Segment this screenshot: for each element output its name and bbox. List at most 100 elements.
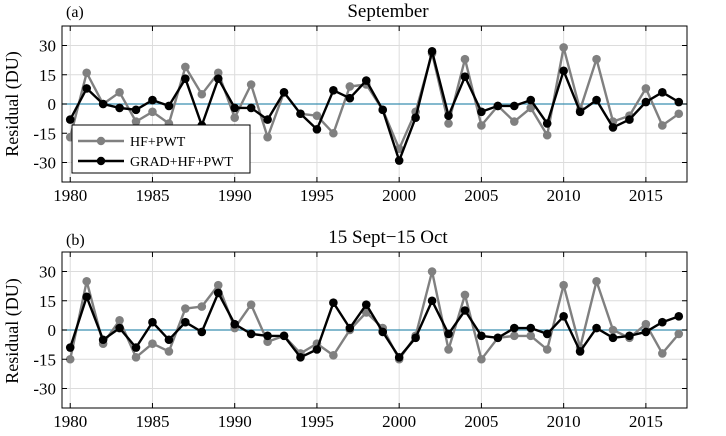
- data-point-hf-pwt: [197, 89, 207, 99]
- x-tick-label: 1985: [135, 186, 169, 205]
- data-point-grad-hf-pwt: [658, 317, 667, 327]
- data-point-grad-hf-pwt: [181, 317, 190, 327]
- data-point-grad-hf-pwt: [82, 292, 91, 302]
- data-point-hf-pwt: [312, 111, 322, 120]
- legend-marker-grad-hf-pwt: [96, 156, 106, 166]
- data-point-grad-hf-pwt: [411, 113, 420, 122]
- data-point-hf-pwt: [526, 103, 536, 113]
- x-tick-label: 1995: [300, 412, 334, 431]
- data-point-grad-hf-pwt: [427, 296, 437, 306]
- data-point-hf-pwt: [230, 113, 239, 122]
- data-point-grad-hf-pwt: [641, 327, 651, 337]
- series-grad-hf-pwt: [65, 288, 684, 362]
- data-point-grad-hf-pwt: [608, 333, 618, 343]
- data-point-grad-hf-pwt: [542, 329, 552, 339]
- series-hf-pwt: [65, 267, 684, 364]
- data-point-hf-pwt: [674, 109, 684, 119]
- data-point-grad-hf-pwt: [460, 306, 470, 315]
- data-point-hf-pwt: [164, 347, 174, 356]
- data-point-hf-pwt: [329, 351, 338, 360]
- data-point-grad-hf-pwt: [510, 101, 519, 111]
- y-tick-label: -15: [33, 350, 56, 369]
- data-point-hf-pwt: [510, 117, 519, 126]
- data-point-grad-hf-pwt: [164, 335, 174, 345]
- data-point-grad-hf-pwt: [246, 103, 256, 113]
- data-point-grad-hf-pwt: [542, 119, 552, 128]
- data-point-grad-hf-pwt: [674, 97, 684, 107]
- data-point-hf-pwt: [477, 121, 486, 130]
- data-point-hf-pwt: [213, 280, 223, 290]
- data-point-grad-hf-pwt: [575, 347, 585, 356]
- data-point-hf-pwt: [263, 132, 272, 142]
- legend-label-hf-pwt: HF+PWT: [130, 135, 186, 150]
- x-tick-label: 2015: [629, 412, 663, 431]
- data-point-hf-pwt: [148, 107, 157, 117]
- panel-a-ticks: 1980 1985 1990 1995 2000 2005 2010 2015 30 15 0 -15…: [33, 26, 687, 205]
- data-point-grad-hf-pwt: [378, 105, 388, 115]
- data-point-grad-hf-pwt: [131, 343, 141, 352]
- panel-a-label: (a): [66, 4, 84, 21]
- x-tick-label: 1990: [218, 186, 252, 205]
- panel-b-y-axis-label: Residual (DU): [2, 278, 23, 383]
- data-point-grad-hf-pwt: [131, 105, 141, 115]
- data-point-hf-pwt: [641, 84, 651, 93]
- data-point-hf-pwt: [181, 62, 190, 72]
- data-point-grad-hf-pwt: [394, 353, 404, 362]
- data-point-grad-hf-pwt: [115, 103, 124, 113]
- data-point-grad-hf-pwt: [82, 84, 91, 93]
- data-point-grad-hf-pwt: [115, 323, 124, 333]
- data-point-hf-pwt: [148, 339, 157, 348]
- data-point-grad-hf-pwt: [493, 101, 503, 111]
- data-point-hf-pwt: [329, 128, 338, 138]
- data-point-hf-pwt: [131, 117, 141, 126]
- data-point-grad-hf-pwt: [641, 97, 651, 107]
- y-tick-label: 15: [39, 66, 56, 85]
- data-point-grad-hf-pwt: [510, 323, 519, 333]
- data-point-grad-hf-pwt: [296, 109, 305, 119]
- data-point-hf-pwt: [115, 315, 124, 325]
- x-tick-label: 1980: [53, 412, 87, 431]
- data-point-grad-hf-pwt: [296, 353, 305, 362]
- legend-label-grad-hf-pwt: GRAD+HF+PWT: [130, 155, 233, 170]
- data-point-grad-hf-pwt: [460, 72, 470, 81]
- y-tick-label: 30: [39, 263, 56, 282]
- y-tick-label: 30: [39, 37, 56, 56]
- data-point-hf-pwt: [345, 82, 355, 91]
- y-tick-label: -30: [33, 380, 56, 399]
- data-point-grad-hf-pwt: [181, 74, 190, 83]
- panel-a-plot-area: 1980 1985 1990 1995 2000 2005 2010 2015 30 15 0 -15…: [33, 25, 688, 205]
- data-point-grad-hf-pwt: [477, 107, 486, 117]
- y-tick-label: 15: [39, 292, 56, 311]
- data-point-hf-pwt: [608, 325, 618, 335]
- data-point-hf-pwt: [82, 276, 91, 286]
- data-point-grad-hf-pwt: [279, 331, 289, 341]
- x-tick-label: 2000: [382, 186, 416, 205]
- data-point-grad-hf-pwt: [263, 115, 272, 124]
- data-point-hf-pwt: [542, 130, 552, 140]
- x-tick-label: 2010: [547, 412, 581, 431]
- data-point-grad-hf-pwt: [230, 319, 239, 329]
- data-point-grad-hf-pwt: [526, 95, 536, 105]
- data-point-grad-hf-pwt: [592, 323, 601, 333]
- data-point-grad-hf-pwt: [625, 115, 634, 124]
- legend-marker-hf-pwt: [96, 136, 106, 146]
- data-point-grad-hf-pwt: [263, 331, 272, 341]
- data-point-grad-hf-pwt: [148, 95, 157, 105]
- data-point-grad-hf-pwt: [213, 288, 223, 298]
- x-tick-label: 1985: [135, 412, 169, 431]
- data-point-hf-pwt: [658, 349, 667, 358]
- data-point-grad-hf-pwt: [197, 327, 207, 337]
- data-point-hf-pwt: [559, 280, 568, 290]
- data-point-hf-pwt: [542, 345, 552, 354]
- panel-a-y-axis-label: Residual (DU): [2, 51, 23, 156]
- data-point-hf-pwt: [510, 331, 519, 341]
- data-point-grad-hf-pwt: [444, 111, 453, 120]
- data-point-grad-hf-pwt: [526, 323, 536, 333]
- panel-b-plot-area: 1980 1985 1990 1995 2000 2005 2010 2015 30 15 0 -15…: [33, 251, 688, 431]
- data-point-hf-pwt: [181, 304, 190, 313]
- panel-a-title: September: [347, 1, 429, 22]
- data-point-grad-hf-pwt: [608, 123, 618, 132]
- data-point-hf-pwt: [460, 290, 470, 300]
- data-point-hf-pwt: [246, 80, 256, 89]
- data-point-grad-hf-pwt: [230, 103, 239, 113]
